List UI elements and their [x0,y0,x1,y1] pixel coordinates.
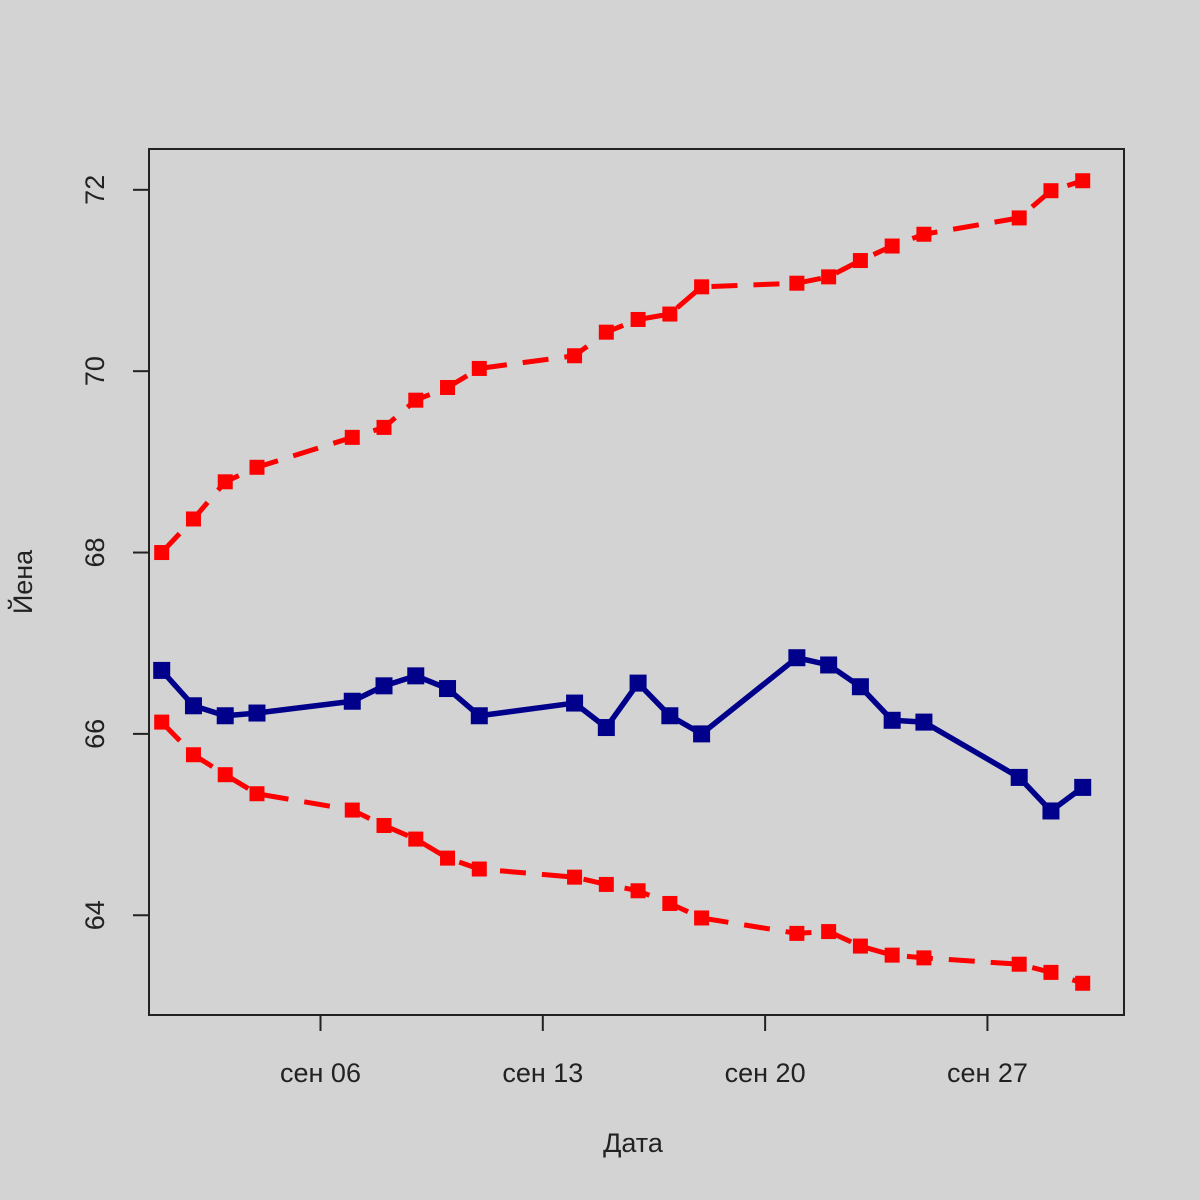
x-axis-title: Дата [603,1128,664,1158]
series-rate-point-21 [1074,778,1092,796]
series-upper-point-4 [344,429,360,445]
series-lower-point-1 [185,747,201,763]
series-rate-point-19 [1010,768,1028,786]
series-rate-line [159,654,1085,814]
series-rate-point-9 [566,694,584,712]
y-tick-label-3: 70 [80,356,110,386]
series-rate-point-10 [597,719,615,737]
series-upper-point-7 [440,379,456,395]
series-rate-point-18 [915,713,933,731]
series-rate-point-4 [343,692,361,710]
series-lower-point-0 [154,714,170,730]
plot-frame [148,148,1125,1016]
series-rate-point-8 [470,707,488,725]
series-lower-point-16 [852,938,868,954]
series-lower-point-7 [440,850,456,866]
series-rate-point-3 [248,704,266,722]
series-upper-point-10 [598,324,614,340]
series-upper-point-1 [185,511,201,527]
x-tick-label-1: сен 13 [502,1058,583,1088]
series-upper-point-6 [408,392,424,408]
series-rate-point-7 [439,680,457,698]
x-tick-label-2: сен 20 [725,1058,806,1088]
y-tick-label-2: 68 [80,538,110,568]
series-upper-point-16 [852,253,868,269]
series-lower-point-17 [884,947,900,963]
series-rate-point-6 [407,667,425,685]
series-lower-point-20 [1043,964,1059,980]
series-lower [154,714,1091,991]
series-upper [154,173,1091,561]
series-lower-point-12 [662,895,678,911]
series-upper-point-17 [884,238,900,254]
series-upper-point-21 [1075,173,1091,189]
series-lower-point-2 [217,767,233,783]
series-lower-point-4 [344,802,360,818]
series-rate-point-15 [820,656,838,674]
series-upper-point-12 [662,306,678,322]
series-lower-point-11 [630,883,646,899]
series-lower-point-15 [821,924,837,940]
x-tick-label-0: сен 06 [280,1058,361,1088]
series-rate-point-1 [184,697,202,715]
series-upper-point-15 [821,269,837,285]
series-rate-point-14 [788,649,806,667]
series-lower-point-19 [1011,956,1027,972]
series-lower-point-13 [694,910,710,926]
series-rate-point-17 [883,711,901,729]
series-upper-point-19 [1011,210,1027,226]
series-upper-point-0 [154,545,170,561]
series-upper-point-20 [1043,183,1059,199]
series-lower-line [159,720,1084,986]
x-tick-label-3: сен 27 [947,1058,1028,1088]
series-lower-point-3 [249,786,265,802]
series-rate-point-16 [851,678,869,696]
series-lower-point-6 [408,831,424,847]
series-lower-point-5 [376,817,392,833]
series-upper-point-8 [471,360,487,376]
y-tick-label-0: 64 [80,900,110,930]
series-lower-point-14 [789,925,805,941]
series-lower-point-9 [567,869,583,885]
series-rate-point-2 [216,707,234,725]
series-lower-point-18 [916,950,932,966]
series-rate-point-11 [629,674,647,692]
series-upper-point-11 [630,311,646,327]
series-rate-point-20 [1042,802,1060,820]
series-upper-line [159,178,1084,555]
series-upper-point-18 [916,226,932,242]
series-layer [153,173,1092,991]
series-upper-point-14 [789,275,805,291]
series-upper-point-5 [376,419,392,435]
y-axis-title: Йена [7,549,38,614]
series-upper-point-3 [249,459,265,475]
series-rate-point-12 [661,707,679,725]
series-upper-point-9 [567,348,583,364]
series-upper-point-13 [694,279,710,295]
series-rate-point-13 [693,725,711,743]
series-rate-point-0 [153,661,171,679]
y-tick-label-4: 72 [80,175,110,205]
x-axis: сен 06 сен 13 сен 20 сен 27 [280,1015,1028,1088]
series-upper-point-2 [217,474,233,490]
y-tick-label-1: 66 [80,719,110,749]
y-axis: 64 66 68 70 72 [80,175,149,930]
series-lower-point-21 [1075,975,1091,991]
series-lower-point-10 [598,876,614,892]
series-rate [153,649,1092,820]
series-lower-point-8 [471,861,487,877]
series-rate-point-5 [375,677,393,695]
